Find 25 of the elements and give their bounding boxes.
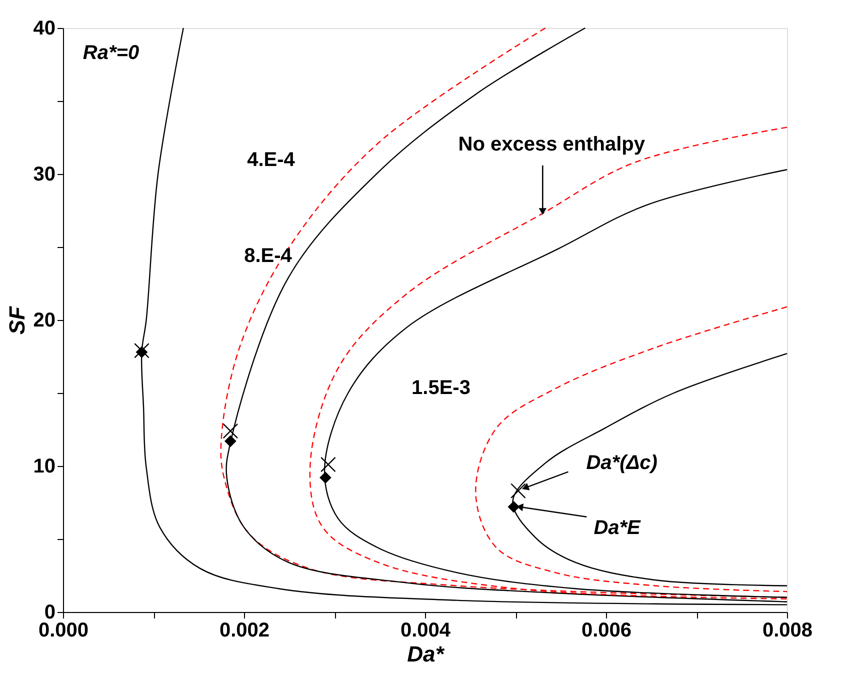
annotation: 8.E-4 <box>244 245 293 267</box>
point <box>508 500 520 513</box>
y-tick-label: 40 <box>33 18 56 40</box>
point <box>224 435 236 448</box>
annotation: Da*E <box>594 516 642 539</box>
point <box>222 423 238 439</box>
y-axis-title: SF <box>4 306 30 335</box>
x-axis-title: Da* <box>407 642 446 666</box>
point <box>320 456 336 472</box>
annotation: Da*(Δc) <box>586 452 658 474</box>
y-tick-label: 20 <box>33 310 56 332</box>
y-tick-label: 30 <box>33 164 56 186</box>
x-tick-label: 0.004 <box>400 620 452 642</box>
annotation: No excess enthalpy <box>458 133 646 156</box>
point <box>320 472 332 484</box>
x-tick-label: 0.006 <box>581 620 632 642</box>
x-tick-label: 0.008 <box>762 620 813 642</box>
annotation: 1.5E-3 <box>412 377 470 399</box>
annotation: 4.E-4 <box>247 149 296 171</box>
y-tick-label: 10 <box>33 456 56 478</box>
annotation: Ra*=0 <box>82 42 140 64</box>
x-tick-label: 0.002 <box>219 620 270 642</box>
point <box>134 342 150 358</box>
point <box>510 483 526 498</box>
line-series <box>475 306 788 592</box>
